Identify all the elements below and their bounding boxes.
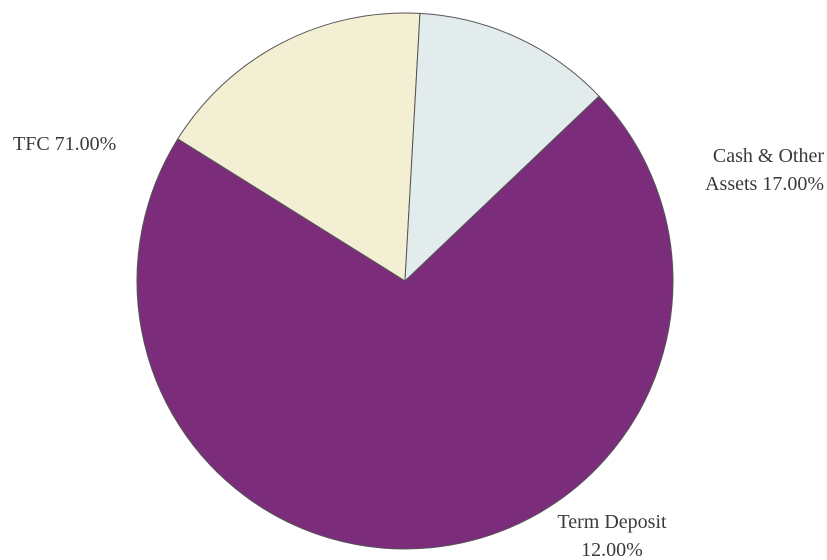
pie-label-line: TFC 71.00% <box>13 133 116 155</box>
pie-label-line: Assets 17.00% <box>705 173 824 195</box>
pie-label-line: Cash & Other <box>713 145 824 167</box>
pie-slice-tfc <box>136 95 674 550</box>
pie-label-line: 12.00% <box>581 539 643 560</box>
pie-slice-cash-other-assets <box>177 12 421 282</box>
pie-labels: Cash & Other Assets 17.00% Term Deposit 12.… <box>13 133 824 560</box>
pie-slices <box>136 12 674 550</box>
pie-label-line: Term Deposit <box>557 511 667 533</box>
pie-label-cash-other-assets: Cash & Other Assets 17.00% <box>705 145 824 195</box>
pie-label-tfc: TFC 71.00% <box>13 133 116 155</box>
pie-slice-term-deposit <box>404 12 600 283</box>
pie-label-term-deposit: Term Deposit 12.00% <box>557 511 667 560</box>
